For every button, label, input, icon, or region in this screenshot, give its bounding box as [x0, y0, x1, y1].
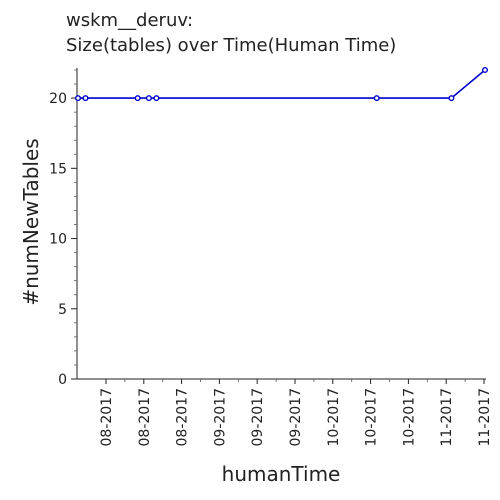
- chart-title-line-2: Size(tables) over Time(Human Time): [66, 35, 396, 56]
- x-tick-label: 11-2017: [477, 388, 493, 447]
- data-point: [483, 68, 488, 73]
- x-tick-label: 09-2017: [250, 388, 266, 447]
- x-tick-label: 08-2017: [175, 388, 191, 447]
- y-tick-label: 10: [49, 232, 67, 248]
- x-tick-label: 11-2017: [439, 388, 455, 447]
- y-tick-label: 15: [49, 161, 67, 177]
- data-point: [135, 96, 140, 101]
- data-point: [449, 96, 454, 101]
- y-tick-label: 20: [49, 91, 67, 107]
- x-tick-label: 10-2017: [401, 388, 417, 447]
- x-tick-label: 10-2017: [326, 388, 342, 447]
- x-tick-label: 09-2017: [212, 388, 228, 447]
- x-tick-label: 08-2017: [137, 388, 153, 447]
- x-tick-label: 08-2017: [99, 388, 115, 447]
- data-point: [76, 96, 81, 101]
- y-tick-label: 5: [58, 302, 67, 318]
- x-tick-label: 10-2017: [364, 388, 380, 447]
- chart-title-line-1: wskm__deruv:: [66, 10, 193, 31]
- data-point: [154, 96, 159, 101]
- y-tick-label: 0: [58, 372, 67, 388]
- plot-area: 0 5 10 15 20 08-2017 08-2017 08-2017 09-2017 09-2…: [49, 68, 493, 447]
- series-line: [78, 70, 485, 98]
- data-point: [374, 96, 379, 101]
- y-axis-label: #numNewTables: [19, 138, 43, 305]
- data-point: [147, 96, 152, 101]
- x-axis-label: humanTime: [222, 462, 341, 486]
- data-point: [83, 96, 88, 101]
- x-tick-label: 09-2017: [288, 388, 304, 447]
